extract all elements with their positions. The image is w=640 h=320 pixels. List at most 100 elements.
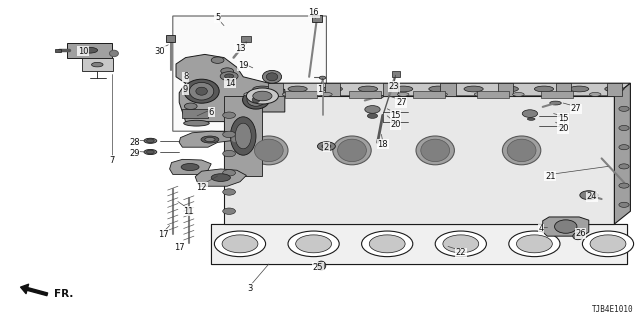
Text: 18: 18 (378, 140, 388, 148)
Text: 1: 1 (317, 85, 323, 94)
Ellipse shape (288, 86, 307, 92)
Ellipse shape (605, 86, 624, 92)
Circle shape (582, 231, 634, 257)
Text: 25: 25 (313, 263, 323, 272)
Ellipse shape (243, 91, 269, 109)
Text: 13: 13 (235, 44, 245, 52)
Ellipse shape (397, 92, 409, 96)
Ellipse shape (109, 50, 118, 57)
Text: 29: 29 (129, 149, 140, 158)
Text: 17: 17 (174, 244, 184, 252)
Text: 8: 8 (183, 72, 188, 81)
Ellipse shape (317, 261, 326, 270)
Bar (285, 91, 317, 98)
Circle shape (184, 103, 197, 109)
Circle shape (365, 106, 380, 113)
Bar (325, 83, 340, 96)
Text: 14: 14 (225, 79, 236, 88)
Text: 4: 4 (538, 224, 543, 233)
Ellipse shape (534, 86, 554, 92)
Text: FR.: FR. (54, 289, 74, 299)
Circle shape (147, 150, 154, 154)
Text: 15: 15 (390, 111, 401, 120)
Bar (166, 35, 175, 42)
Ellipse shape (513, 92, 524, 96)
Polygon shape (182, 109, 208, 118)
Circle shape (288, 231, 339, 257)
Ellipse shape (436, 92, 447, 96)
Polygon shape (179, 131, 237, 147)
Text: 21: 21 (545, 172, 556, 180)
Circle shape (223, 131, 236, 138)
Text: 24: 24 (587, 192, 597, 201)
Circle shape (147, 139, 154, 143)
Text: 5: 5 (215, 13, 220, 22)
Text: 6: 6 (209, 108, 214, 116)
Text: 2: 2 (324, 143, 329, 152)
Circle shape (317, 142, 335, 151)
Circle shape (211, 57, 224, 63)
Text: 22: 22 (456, 248, 466, 257)
Ellipse shape (231, 137, 239, 142)
Ellipse shape (333, 136, 371, 165)
Circle shape (221, 68, 234, 74)
Text: 16: 16 (308, 8, 319, 17)
Ellipse shape (92, 62, 103, 67)
Ellipse shape (282, 92, 294, 96)
Polygon shape (195, 169, 246, 186)
Ellipse shape (321, 92, 332, 96)
Ellipse shape (319, 263, 324, 268)
Text: 7: 7 (109, 156, 115, 164)
Ellipse shape (144, 149, 157, 155)
Ellipse shape (246, 88, 278, 104)
Bar (392, 71, 400, 77)
Ellipse shape (319, 76, 326, 79)
Ellipse shape (323, 86, 342, 92)
Text: 20: 20 (390, 120, 401, 129)
Polygon shape (614, 83, 630, 224)
Ellipse shape (244, 92, 255, 96)
Ellipse shape (205, 138, 215, 142)
Text: 30: 30 (155, 47, 165, 56)
Polygon shape (224, 96, 614, 224)
Ellipse shape (201, 136, 219, 143)
Circle shape (362, 231, 413, 257)
Bar (349, 91, 381, 98)
Ellipse shape (394, 86, 413, 92)
Ellipse shape (82, 47, 98, 53)
Text: 17: 17 (158, 230, 168, 239)
Ellipse shape (266, 73, 278, 81)
Circle shape (522, 110, 538, 117)
Text: 9: 9 (183, 85, 188, 94)
Ellipse shape (338, 139, 367, 162)
Bar (312, 15, 322, 22)
Bar (55, 49, 61, 52)
Circle shape (214, 231, 266, 257)
Text: 26: 26 (575, 229, 586, 238)
Circle shape (619, 125, 629, 131)
Ellipse shape (236, 123, 252, 149)
Ellipse shape (252, 97, 260, 103)
Bar (477, 91, 509, 98)
Circle shape (590, 235, 626, 253)
Ellipse shape (250, 136, 288, 165)
Text: 20: 20 (558, 124, 568, 133)
Circle shape (619, 202, 629, 207)
Polygon shape (543, 217, 589, 236)
Bar (440, 83, 456, 96)
Bar (383, 83, 398, 96)
Ellipse shape (230, 117, 256, 155)
Text: 10: 10 (78, 47, 88, 56)
Circle shape (223, 189, 236, 195)
Circle shape (222, 235, 258, 253)
Ellipse shape (262, 70, 282, 83)
Bar (556, 83, 571, 96)
Ellipse shape (416, 136, 454, 165)
Text: 28: 28 (129, 138, 140, 147)
Text: 15: 15 (558, 114, 568, 123)
Circle shape (223, 112, 236, 118)
Ellipse shape (554, 220, 577, 233)
Circle shape (443, 235, 479, 253)
Circle shape (367, 113, 378, 118)
Text: 27: 27 (571, 104, 581, 113)
